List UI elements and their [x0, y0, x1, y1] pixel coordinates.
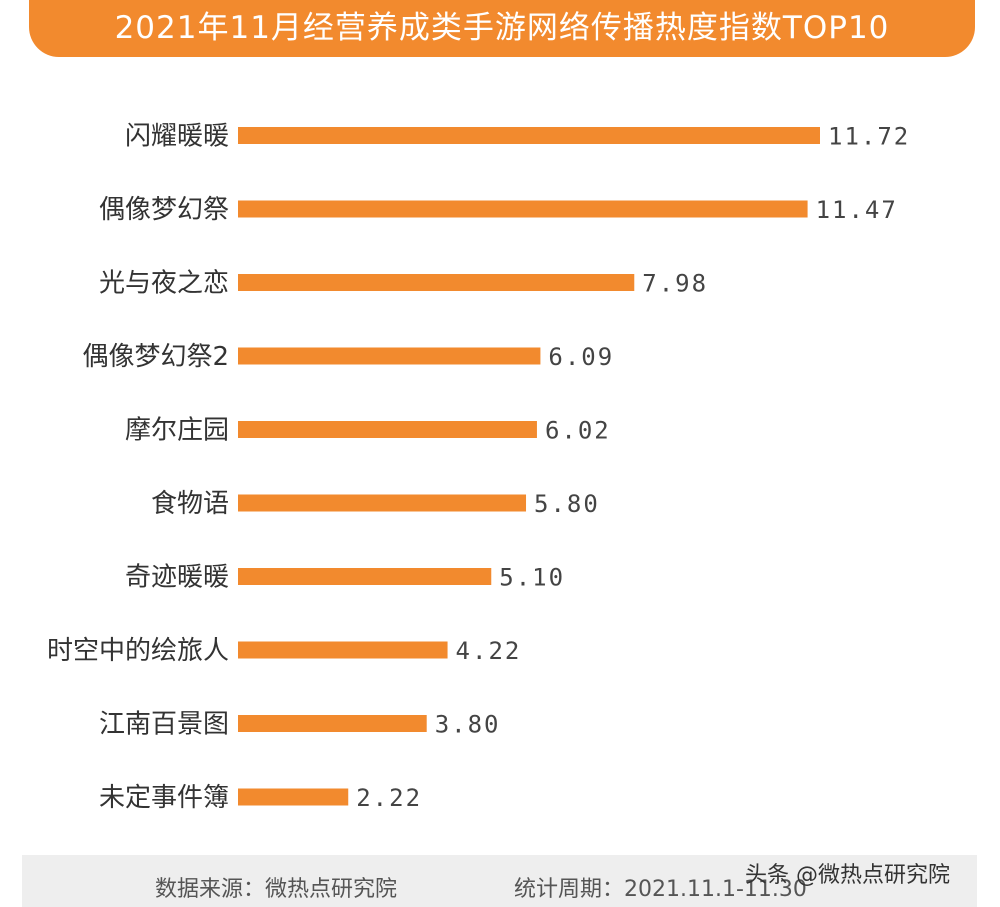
- footer-bar: 数据来源：微热点研究院 统计周期：2021.11.1-11.30: [22, 855, 977, 907]
- category-label: 未定事件簿: [99, 783, 229, 813]
- category-label: 时空中的绘旅人: [47, 636, 229, 666]
- bar: [238, 274, 635, 291]
- bar: [238, 568, 492, 585]
- bar: [238, 788, 349, 806]
- category-label: 偶像梦幻祭2: [82, 342, 229, 372]
- category-label: 江南百景图: [99, 710, 229, 740]
- category-label: 食物语: [151, 489, 229, 519]
- value-label: 2.22: [356, 784, 422, 812]
- stat-period: 统计周期：2021.11.1-11.30: [514, 877, 807, 902]
- data-source: 数据来源：微热点研究院: [155, 877, 398, 902]
- bar: [238, 494, 527, 512]
- watermark: 头条 @微热点研究院: [745, 863, 950, 888]
- value-label: 11.72: [828, 123, 910, 151]
- category-label: 闪耀暖暖: [125, 122, 229, 152]
- bar: [238, 715, 427, 732]
- bar: [238, 347, 541, 365]
- bar: [238, 127, 820, 144]
- bar: [238, 200, 808, 218]
- bar: [238, 421, 537, 438]
- value-label: 4.22: [456, 637, 522, 665]
- value-label: 6.02: [545, 417, 611, 445]
- value-label: 3.80: [435, 711, 501, 739]
- value-label: 6.09: [548, 343, 614, 371]
- bar-chart: 闪耀暖暖 11.72 偶像梦幻祭 11.47 光与夜之恋 7.98 偶像梦幻祭2 6.09 摩尔…: [47, 122, 910, 814]
- category-label: 偶像梦幻祭: [99, 195, 229, 225]
- title-banner: 2021年11月经营养成类手游网络传播热度指数TOP10: [29, 0, 975, 57]
- value-label: 5.10: [499, 564, 565, 592]
- category-label: 奇迹暖暖: [125, 563, 229, 593]
- category-label: 摩尔庄园: [125, 416, 229, 446]
- chart-title: 2021年11月经营养成类手游网络传播热度指数TOP10: [114, 10, 890, 46]
- value-label: 5.80: [534, 490, 600, 518]
- value-label: 7.98: [642, 270, 708, 298]
- value-label: 11.47: [816, 196, 898, 224]
- category-label: 光与夜之恋: [99, 269, 229, 299]
- bar: [238, 641, 448, 659]
